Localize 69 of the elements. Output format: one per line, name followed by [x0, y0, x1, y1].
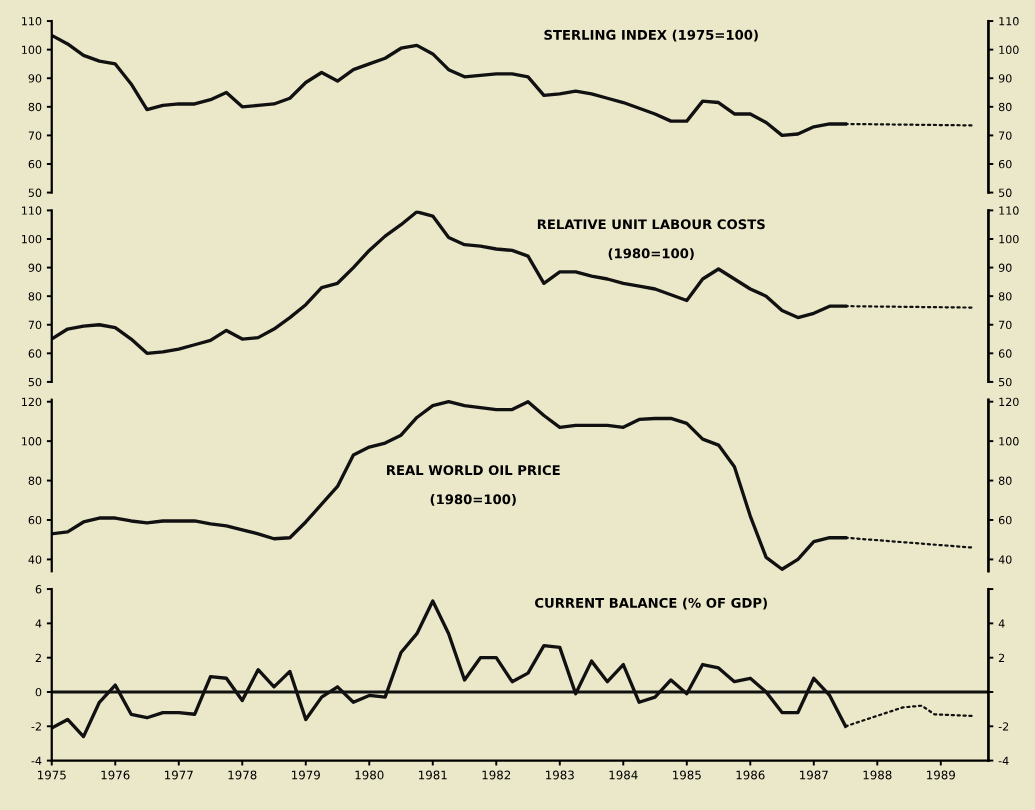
x-tick-label: 1975 [38, 770, 66, 780]
text: (1980=100) [430, 494, 516, 506]
y-tick-label: 60 [28, 349, 42, 358]
x-tick-label: 1981 [419, 770, 447, 780]
y2-tick-label: -2 [998, 722, 1009, 731]
y2-tick-label: 50 [999, 377, 1012, 387]
y-tick-label: 100 [22, 437, 42, 446]
x-tick-label: 1977 [165, 770, 193, 780]
y2-tick-label: 4 [998, 619, 1005, 628]
y-tick-label: -4 [31, 756, 42, 765]
y-tick-label: 40 [28, 555, 42, 564]
y2-tick-label: 100 [999, 437, 1019, 446]
x-tick-label: 1984 [609, 770, 638, 780]
x-tick-label: 1982 [482, 770, 511, 780]
y-tick-label: 90 [28, 74, 42, 83]
y2-tick-label: 120 [999, 397, 1019, 407]
y-tick-label: 0 [35, 687, 42, 697]
text: (1980=100) [608, 248, 694, 260]
y2-tick-label: 110 [999, 17, 1019, 26]
y2-tick-label: -4 [998, 756, 1009, 765]
y2-tick-label: 110 [999, 206, 1019, 215]
y-tick-label: 70 [28, 131, 42, 140]
y2-tick-label: 60 [998, 515, 1012, 525]
x-tick-label: 1978 [228, 770, 257, 780]
x-tick-label: 1986 [736, 770, 765, 780]
text: CURRENT BALANCE (% OF GDP) [535, 597, 767, 610]
x-tick-label: 1988 [863, 770, 892, 780]
x-tick-label: 1979 [292, 770, 320, 780]
y2-tick-label: 90 [998, 74, 1012, 83]
x-tick-label: 1976 [101, 770, 130, 780]
y-tick-label: 100 [22, 45, 42, 55]
y-tick-label: 70 [28, 320, 42, 330]
y2-tick-label: 80 [998, 476, 1012, 485]
y-tick-label: 80 [28, 476, 42, 485]
y2-tick-label: 70 [999, 131, 1012, 140]
y-tick-label: 50 [28, 188, 42, 197]
y-tick-label: 110 [22, 17, 42, 26]
y-tick-label: 2 [35, 653, 41, 662]
y2-tick-label: 50 [999, 188, 1012, 197]
x-tick-label: 1989 [927, 770, 955, 780]
y2-tick-label: 90 [998, 263, 1012, 272]
y2-tick-label: 2 [998, 653, 1005, 662]
text: REAL WORLD OIL PRICE [387, 465, 560, 476]
y2-tick-label: 100 [999, 234, 1019, 244]
x-tick-label: 1987 [800, 770, 828, 780]
text: STERLING INDEX (1975=100) [544, 29, 758, 42]
y2-tick-label: 70 [999, 320, 1012, 330]
y-tick-label: 120 [22, 397, 42, 407]
x-tick-label: 1985 [673, 770, 701, 780]
x-tick-label: 1983 [546, 770, 574, 780]
y-tick-label: 90 [28, 263, 42, 272]
x-tick-label: 1980 [355, 770, 384, 780]
y-tick-label: 100 [22, 234, 42, 244]
y2-tick-label: 60 [998, 159, 1012, 169]
y-tick-label: 6 [35, 585, 42, 594]
y-tick-label: 50 [28, 377, 42, 387]
y-tick-label: 4 [35, 619, 42, 628]
y2-tick-label: 100 [999, 45, 1019, 55]
y2-tick-label: 80 [998, 292, 1012, 301]
y-tick-label: -2 [31, 722, 41, 731]
y2-tick-label: 40 [998, 555, 1012, 564]
y-tick-label: 110 [22, 206, 42, 215]
text: RELATIVE UNIT LABOUR COSTS [537, 219, 765, 230]
y2-tick-label: 80 [998, 102, 1012, 112]
y-tick-label: 60 [28, 159, 42, 169]
y-tick-label: 80 [28, 292, 42, 301]
y-tick-label: 60 [28, 515, 42, 525]
y2-tick-label: 60 [998, 349, 1012, 358]
y-tick-label: 80 [28, 102, 42, 112]
